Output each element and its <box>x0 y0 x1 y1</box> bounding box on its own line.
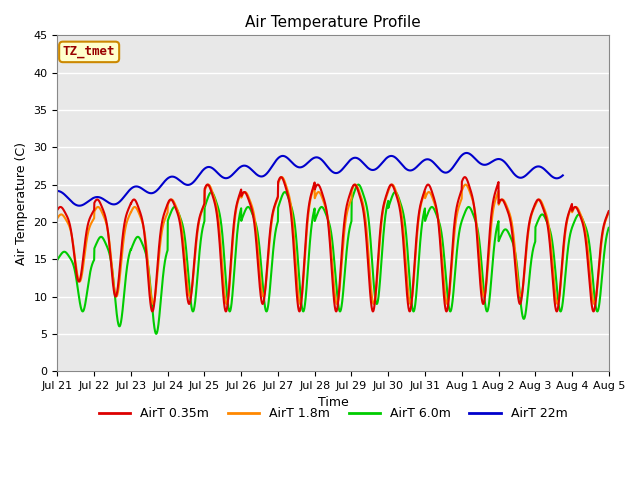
AirT 1.8m <box>412 246 420 252</box>
Line: AirT 22m: AirT 22m <box>58 153 563 206</box>
AirT 22m <box>54 188 61 194</box>
AirT 1.8m <box>154 269 161 275</box>
AirT 22m <box>412 165 420 170</box>
AirT 1.8m <box>384 189 392 194</box>
AirT 22m <box>154 187 161 192</box>
Text: TZ_tmet: TZ_tmet <box>63 46 115 59</box>
AirT 0.35m <box>264 251 272 257</box>
Y-axis label: Air Temperature (C): Air Temperature (C) <box>15 142 28 265</box>
AirT 6.0m <box>384 198 392 204</box>
Line: AirT 6.0m: AirT 6.0m <box>58 185 609 334</box>
AirT 1.8m <box>264 256 272 262</box>
AirT 1.8m <box>54 216 61 221</box>
AirT 22m <box>264 169 272 175</box>
AirT 6.0m <box>507 235 515 240</box>
AirT 6.0m <box>154 327 161 333</box>
Title: Air Temperature Profile: Air Temperature Profile <box>245 15 421 30</box>
AirT 6.0m <box>412 294 420 300</box>
AirT 6.0m <box>264 303 272 309</box>
AirT 22m <box>384 154 392 160</box>
Line: AirT 1.8m: AirT 1.8m <box>58 177 609 304</box>
AirT 0.35m <box>54 207 61 213</box>
AirT 22m <box>507 167 515 173</box>
Legend: AirT 0.35m, AirT 1.8m, AirT 6.0m, AirT 22m: AirT 0.35m, AirT 1.8m, AirT 6.0m, AirT 2… <box>94 402 572 425</box>
AirT 0.35m <box>384 187 392 193</box>
X-axis label: Time: Time <box>317 396 349 409</box>
AirT 0.35m <box>465 182 473 188</box>
AirT 1.8m <box>507 215 515 221</box>
AirT 0.35m <box>507 220 515 226</box>
AirT 0.35m <box>154 262 161 268</box>
AirT 6.0m <box>54 257 61 263</box>
AirT 6.0m <box>465 204 473 210</box>
Line: AirT 0.35m: AirT 0.35m <box>58 177 609 312</box>
AirT 0.35m <box>412 240 420 246</box>
AirT 1.8m <box>465 186 473 192</box>
AirT 22m <box>465 151 473 156</box>
